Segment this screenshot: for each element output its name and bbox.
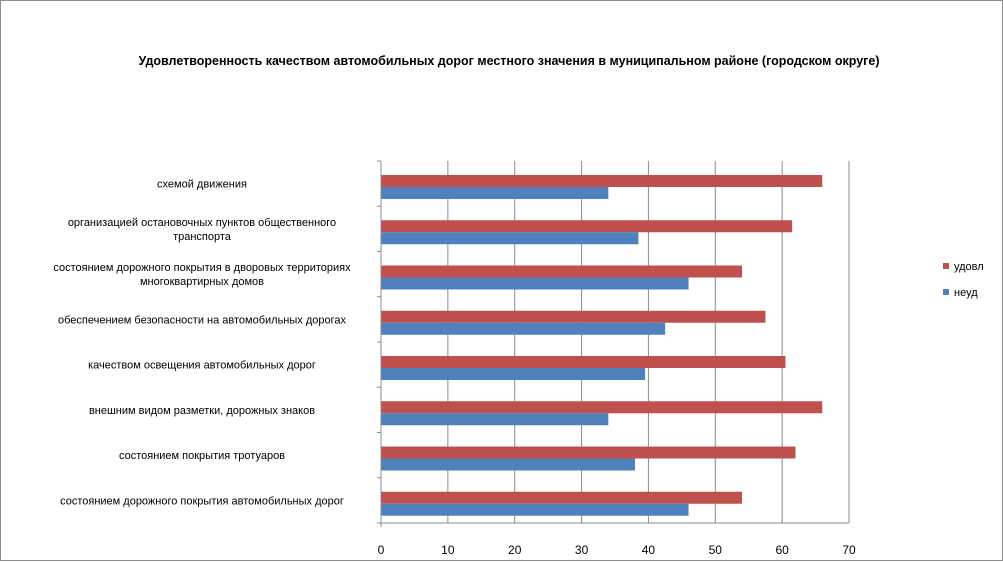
category-label: состоянием дорожного покрытия в дворовых…	[53, 262, 351, 288]
legend: удовл неуд	[943, 261, 984, 299]
category-label: состоянием покрытия тротуаров	[119, 450, 285, 462]
bar-neud	[381, 322, 666, 335]
category-label-line: состоянием дорожного покрытия автомобиль…	[60, 495, 344, 507]
legend-label: удовл	[954, 261, 984, 273]
category-label-line: состоянием дорожного покрытия в дворовых…	[53, 262, 351, 274]
category-label-line: организацией остановочных пунктов общест…	[68, 217, 336, 229]
bar-neud	[381, 187, 609, 199]
legend-swatch	[943, 263, 949, 269]
bar-neud	[381, 277, 689, 290]
category-label: состоянием дорожного покрытия автомобиль…	[60, 495, 344, 507]
category-label: организацией остановочных пунктов общест…	[68, 217, 336, 243]
bar-neud	[381, 458, 636, 471]
x-tick-label: 50	[709, 543, 723, 557]
category-label: внешним видом разметки, дорожных знаков	[89, 405, 315, 417]
x-tick-label: 20	[508, 543, 522, 557]
legend-label: неуд	[954, 287, 978, 299]
bar-udovl	[381, 265, 743, 278]
x-tick-label: 0	[378, 543, 385, 557]
bar-udovl	[381, 220, 793, 233]
bar-neud	[381, 503, 689, 516]
x-tick-label: 30	[575, 543, 589, 557]
category-label-line: состоянием покрытия тротуаров	[119, 450, 285, 462]
bars	[381, 175, 823, 516]
category-labels: схемой движения организацией остановочных…	[53, 179, 351, 508]
category-label-line: многоквартирных домов	[140, 276, 264, 288]
bar-udovl	[381, 310, 766, 323]
category-label-line: обеспечением безопасности на автомобильн…	[58, 314, 346, 326]
bar-udovl	[381, 446, 796, 459]
x-tick-label: 10	[441, 543, 455, 557]
category-label-line: схемой движения	[157, 179, 247, 191]
bar-udovl	[381, 356, 786, 368]
category-label-line: внешним видом разметки, дорожных знаков	[89, 405, 315, 417]
legend-swatch	[943, 289, 949, 295]
category-label: обеспечением безопасности на автомобильн…	[58, 314, 346, 326]
x-tick-labels: 0 10 20 30 40 50 60 70	[378, 543, 856, 557]
bar-udovl	[381, 401, 823, 414]
category-label: качеством освещения автомобильных дорог	[88, 360, 316, 372]
bar-udovl	[381, 491, 743, 504]
bar-neud	[381, 232, 639, 245]
bar-neud	[381, 413, 609, 426]
x-tick-label: 70	[842, 543, 856, 557]
category-label: схемой движения	[157, 179, 247, 191]
x-tick-label: 60	[775, 543, 789, 557]
category-label-line: качеством освещения автомобильных дорог	[88, 360, 316, 372]
chart-title: Удовлетворенность качеством автомобильны…	[138, 54, 879, 68]
axes	[377, 160, 849, 527]
x-tick-label: 40	[642, 543, 656, 557]
category-label-line: транспорта	[173, 231, 232, 243]
bar-neud	[381, 368, 646, 380]
bar-udovl	[381, 175, 823, 187]
